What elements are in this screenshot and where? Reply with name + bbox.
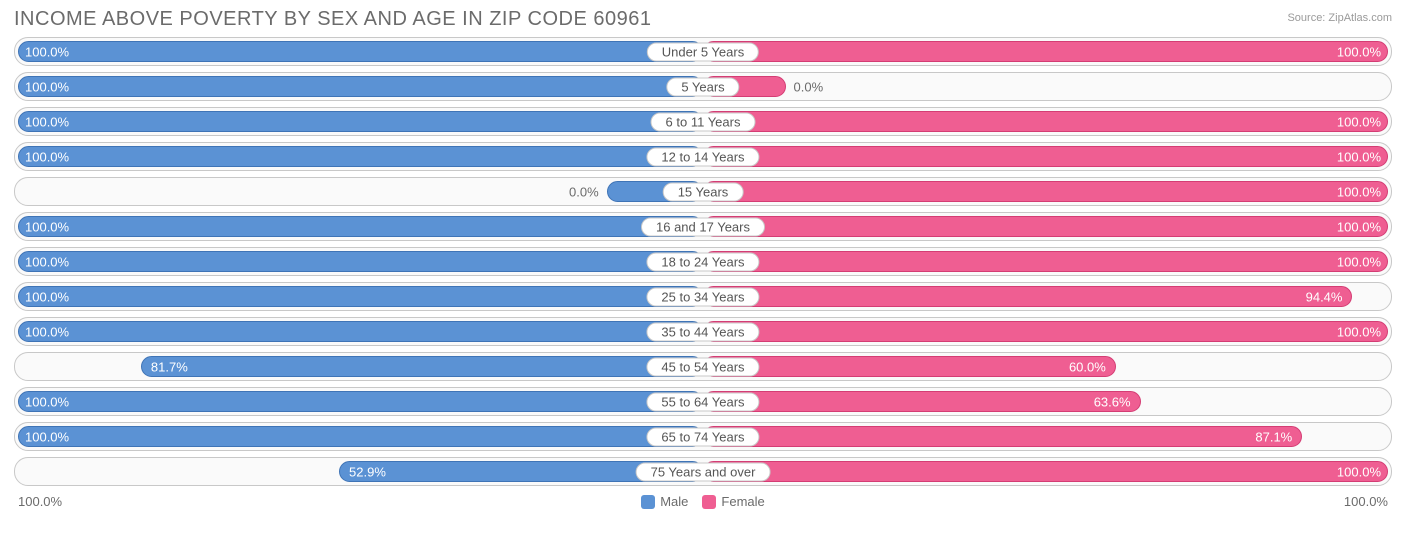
legend-male: Male: [641, 494, 688, 509]
male-value-label: 81.7%: [151, 359, 188, 374]
female-bar: [703, 286, 1352, 307]
category-pill: 6 to 11 Years: [651, 112, 756, 131]
female-value-label: 63.6%: [1094, 394, 1131, 409]
male-value-label: 100.0%: [25, 219, 69, 234]
category-pill: 25 to 34 Years: [646, 287, 759, 306]
chart-row: 100.0% 63.6% 55 to 64 Years: [14, 387, 1392, 416]
axis-right-label: 100.0%: [1344, 494, 1388, 509]
category-pill: 12 to 14 Years: [646, 147, 759, 166]
chart-source: Source: ZipAtlas.com: [1287, 8, 1392, 24]
category-pill: 65 to 74 Years: [646, 427, 759, 446]
category-pill: 15 Years: [663, 182, 744, 201]
chart-row: 100.0% 100.0% 16 and 17 Years: [14, 212, 1392, 241]
chart-row: 100.0% 100.0% Under 5 Years: [14, 37, 1392, 66]
legend-male-swatch: [641, 495, 655, 509]
female-bar: [703, 321, 1388, 342]
legend-female-swatch: [702, 495, 716, 509]
female-value-label: 100.0%: [1337, 44, 1381, 59]
legend-female: Female: [702, 494, 764, 509]
legend-female-label: Female: [721, 494, 764, 509]
male-bar: [141, 356, 703, 377]
female-bar: [703, 216, 1388, 237]
male-value-label: 100.0%: [25, 114, 69, 129]
category-pill: Under 5 Years: [647, 42, 759, 61]
male-bar: [18, 146, 703, 167]
male-bar: [18, 76, 703, 97]
male-bar: [18, 286, 703, 307]
chart-row: 0.0% 100.0% 15 Years: [14, 177, 1392, 206]
female-bar: [703, 461, 1388, 482]
male-bar: [18, 216, 703, 237]
chart-row: 52.9% 100.0% 75 Years and over: [14, 457, 1392, 486]
male-value-label: 100.0%: [25, 44, 69, 59]
chart-row: 100.0% 100.0% 18 to 24 Years: [14, 247, 1392, 276]
legend-male-label: Male: [660, 494, 688, 509]
chart-row: 100.0% 0.0% 5 Years: [14, 72, 1392, 101]
female-value-label: 100.0%: [1337, 324, 1381, 339]
chart-row: 100.0% 100.0% 35 to 44 Years: [14, 317, 1392, 346]
male-bar: [18, 321, 703, 342]
axis-left-label: 100.0%: [18, 494, 62, 509]
chart-header: INCOME ABOVE POVERTY BY SEX AND AGE IN Z…: [0, 0, 1406, 35]
category-pill: 55 to 64 Years: [646, 392, 759, 411]
chart-row: 100.0% 100.0% 6 to 11 Years: [14, 107, 1392, 136]
male-bar: [18, 426, 703, 447]
category-pill: 18 to 24 Years: [646, 252, 759, 271]
female-value-label: 100.0%: [1337, 254, 1381, 269]
chart-row: 100.0% 87.1% 65 to 74 Years: [14, 422, 1392, 451]
male-bar: [18, 251, 703, 272]
category-pill: 75 Years and over: [636, 462, 771, 481]
male-value-label: 100.0%: [25, 254, 69, 269]
male-value-label: 100.0%: [25, 394, 69, 409]
female-value-label: 100.0%: [1337, 219, 1381, 234]
category-pill: 5 Years: [666, 77, 739, 96]
chart-row: 100.0% 94.4% 25 to 34 Years: [14, 282, 1392, 311]
category-pill: 45 to 54 Years: [646, 357, 759, 376]
female-value-label: 0.0%: [794, 79, 824, 94]
female-bar: [703, 181, 1388, 202]
female-bar: [703, 146, 1388, 167]
female-bar: [703, 426, 1302, 447]
female-value-label: 100.0%: [1337, 464, 1381, 479]
male-value-label: 100.0%: [25, 324, 69, 339]
chart-title: INCOME ABOVE POVERTY BY SEX AND AGE IN Z…: [14, 8, 651, 31]
chart-area: 100.0% 100.0% Under 5 Years 100.0% 0.0% 5 Yea…: [0, 35, 1406, 486]
male-bar: [18, 391, 703, 412]
male-bar: [18, 41, 703, 62]
female-bar: [703, 391, 1141, 412]
chart-row: 81.7% 60.0% 45 to 54 Years: [14, 352, 1392, 381]
male-value-label: 100.0%: [25, 429, 69, 444]
male-value-label: 52.9%: [349, 464, 386, 479]
chart-row: 100.0% 100.0% 12 to 14 Years: [14, 142, 1392, 171]
female-value-label: 94.4%: [1306, 289, 1343, 304]
male-value-label: 100.0%: [25, 149, 69, 164]
female-bar: [703, 111, 1388, 132]
category-pill: 16 and 17 Years: [641, 217, 765, 236]
female-bar: [703, 356, 1116, 377]
category-pill: 35 to 44 Years: [646, 322, 759, 341]
male-bar: [18, 111, 703, 132]
male-value-label: 0.0%: [569, 184, 599, 199]
female-bar: [703, 251, 1388, 272]
female-value-label: 100.0%: [1337, 184, 1381, 199]
chart-footer: 100.0% Male Female 100.0%: [0, 492, 1406, 509]
female-value-label: 60.0%: [1069, 359, 1106, 374]
male-value-label: 100.0%: [25, 79, 69, 94]
male-value-label: 100.0%: [25, 289, 69, 304]
female-bar: [703, 41, 1388, 62]
female-value-label: 100.0%: [1337, 114, 1381, 129]
female-value-label: 100.0%: [1337, 149, 1381, 164]
female-value-label: 87.1%: [1255, 429, 1292, 444]
legend: Male Female: [641, 494, 765, 509]
